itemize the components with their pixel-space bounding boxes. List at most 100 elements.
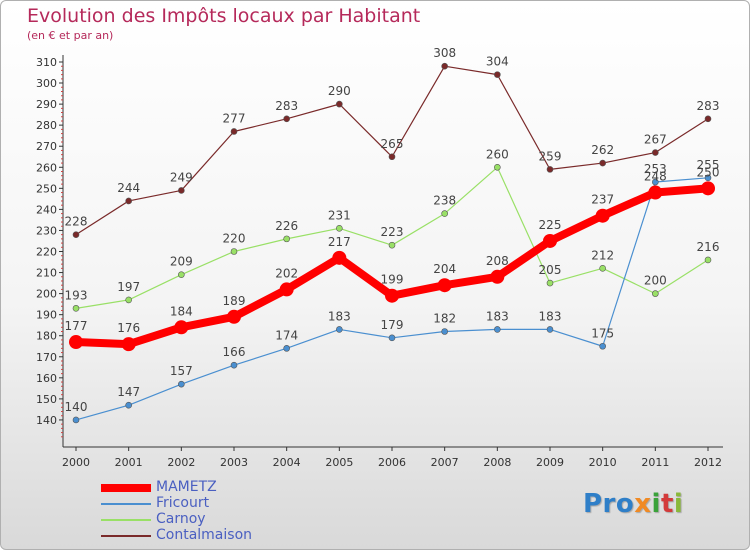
data-point (336, 326, 343, 333)
data-point (494, 71, 501, 78)
data-label: 308 (433, 46, 456, 60)
y-tick-label: 200 (36, 288, 57, 301)
data-point (388, 334, 396, 342)
data-label: 226 (275, 219, 298, 233)
data-point (230, 361, 238, 369)
logo-part: x (634, 489, 652, 519)
data-label: 220 (223, 232, 246, 246)
data-label: 248 (644, 170, 667, 184)
data-point (336, 225, 343, 232)
data-label: 244 (117, 181, 140, 195)
chart-series (69, 62, 715, 424)
data-point (546, 279, 554, 287)
y-tick-label: 230 (36, 224, 57, 237)
chart-axes: 140 150 160 170 180 190 200 210 220 230 240 250 260 2… (36, 55, 723, 469)
data-point (652, 178, 659, 186)
data-label: 259 (539, 149, 562, 163)
data-label: 193 (65, 288, 88, 302)
y-tick-label: 280 (36, 119, 57, 132)
data-label: 228 (65, 215, 88, 229)
y-tick-label: 290 (36, 98, 57, 111)
data-point (704, 174, 712, 182)
data-label: 237 (591, 193, 614, 207)
y-tick-label: 180 (36, 330, 57, 343)
x-tick-label: 2004 (273, 456, 301, 469)
data-point (336, 100, 343, 108)
data-point (332, 250, 347, 265)
data-label: 238 (433, 194, 456, 208)
y-tick-label: 270 (36, 140, 57, 153)
data-label: 175 (591, 326, 614, 340)
legend-label: Fricourt (156, 495, 210, 511)
data-point (125, 296, 132, 304)
data-label: 197 (117, 280, 140, 294)
data-label: 209 (170, 255, 193, 269)
data-point (543, 233, 557, 248)
legend-item: Contalmaison (101, 527, 321, 549)
data-point (652, 149, 659, 156)
data-point (178, 187, 185, 194)
data-point (701, 181, 715, 196)
y-tick-label: 220 (36, 246, 57, 259)
data-point (441, 210, 448, 217)
legend-swatch (101, 503, 151, 505)
data-point (125, 401, 132, 409)
data-point (125, 197, 132, 205)
data-point (72, 231, 80, 238)
data-label: 176 (117, 321, 140, 335)
x-tick-label: 2012 (694, 456, 722, 469)
data-point (599, 159, 606, 167)
logo-part: Pro (583, 489, 635, 519)
legend-item: Fricourt (101, 495, 321, 518)
data-point (546, 166, 554, 173)
data-point (69, 335, 83, 350)
y-tick-label: 190 (36, 309, 57, 322)
data-label: 177 (65, 319, 88, 333)
data-label: 202 (275, 266, 298, 280)
chart-title: Evolution des Impôts locaux par Habitant (27, 5, 421, 27)
data-point (121, 337, 136, 352)
y-tick-label: 260 (36, 161, 57, 174)
y-tick-label: 250 (36, 182, 57, 195)
data-label: 250 (697, 165, 720, 179)
y-tick-label: 170 (36, 351, 57, 364)
data-point (599, 265, 606, 272)
data-point (388, 153, 396, 161)
chart-data-labels: 228 244 249 277 283 290 265 308 304 259 262 267 283 1… (65, 46, 720, 414)
y-tick-label: 140 (36, 414, 57, 427)
data-label: 304 (486, 55, 509, 69)
data-point (178, 380, 185, 388)
data-label: 255 (697, 158, 720, 172)
y-tick-label: 300 (36, 77, 57, 90)
legend-label: Carnoy (156, 511, 206, 527)
x-tick-label: 2006 (378, 456, 406, 469)
data-point (230, 248, 238, 255)
data-label: 179 (381, 318, 404, 332)
data-point (652, 290, 659, 297)
data-label: 189 (223, 294, 246, 308)
x-tick-label: 2001 (115, 456, 143, 469)
data-point (437, 278, 452, 293)
legend-item: Carnoy (101, 511, 321, 534)
data-point (72, 305, 80, 312)
x-tick-label: 2007 (431, 456, 459, 469)
y-tick-label: 310 (36, 56, 57, 69)
data-point (599, 342, 606, 350)
data-label: 205 (539, 263, 562, 277)
data-label: 166 (223, 345, 246, 359)
data-label: 184 (170, 304, 193, 318)
data-point (283, 345, 290, 352)
data-label: 217 (328, 235, 351, 249)
data-label: 283 (697, 99, 720, 113)
data-label: 216 (697, 240, 720, 254)
data-label: 283 (275, 99, 298, 113)
data-point (704, 256, 712, 264)
data-label: 183 (486, 309, 509, 323)
data-point (490, 269, 505, 284)
legend-label: MAMETZ (156, 479, 217, 495)
data-label: 208 (486, 254, 509, 268)
x-tick-label: 2005 (325, 456, 353, 469)
x-tick-label: 2010 (589, 456, 617, 469)
proxiti-logo: Proxiti (583, 489, 683, 519)
